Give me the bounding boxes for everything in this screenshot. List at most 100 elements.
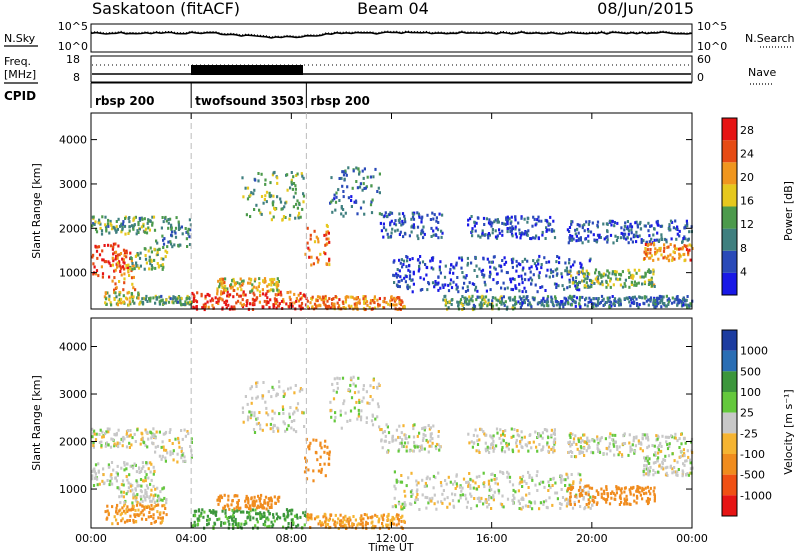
heatmap-cell xyxy=(433,493,436,497)
heatmap-cell xyxy=(294,384,297,387)
heatmap-cell xyxy=(344,514,347,518)
heatmap-cell xyxy=(337,188,340,192)
heatmap-cell xyxy=(517,449,520,453)
heatmap-cell xyxy=(689,258,692,262)
heatmap-cell xyxy=(546,297,549,301)
heatmap-cell xyxy=(290,420,293,423)
heatmap-cell xyxy=(104,510,107,514)
heatmap-cell xyxy=(507,472,510,476)
heatmap-cell xyxy=(587,501,590,505)
heatmap-cell xyxy=(223,493,226,497)
heatmap-cell xyxy=(139,264,142,268)
heatmap-cell xyxy=(218,497,221,501)
heatmap-cell xyxy=(402,235,405,239)
heatmap-cell xyxy=(568,285,571,289)
heatmap-cell xyxy=(468,472,471,475)
heatmap-cell xyxy=(391,518,394,522)
heatmap-cell xyxy=(663,237,666,241)
heatmap-cell xyxy=(121,479,125,483)
heatmap-cell xyxy=(142,494,145,498)
heatmap-cell xyxy=(120,297,123,301)
heatmap-cell xyxy=(645,240,648,244)
heatmap-cell xyxy=(589,495,592,499)
heatmap-cell xyxy=(598,233,601,237)
heatmap-cell xyxy=(579,261,582,265)
heatmap-cell xyxy=(329,525,332,529)
heatmap-cell xyxy=(650,242,653,246)
heatmap-cell xyxy=(636,225,639,229)
heatmap-cell xyxy=(347,295,350,299)
heatmap-cell xyxy=(123,224,127,228)
heatmap-cell xyxy=(346,517,349,521)
heatmap-cell xyxy=(629,492,632,496)
heatmap-cell xyxy=(401,265,404,269)
heatmap-cell xyxy=(572,237,575,241)
heatmap-cell xyxy=(438,212,441,216)
heatmap-cell xyxy=(616,278,619,282)
heatmap-cell xyxy=(581,450,585,454)
heatmap-cell xyxy=(588,285,591,289)
heatmap-cell xyxy=(512,304,515,308)
heatmap-cell xyxy=(164,249,167,253)
heatmap-cell xyxy=(119,513,122,517)
heatmap-cell xyxy=(437,434,440,438)
heatmap-cell xyxy=(522,295,525,299)
heatmap-cell xyxy=(276,195,279,199)
heatmap-cell xyxy=(264,279,267,283)
heatmap-cell xyxy=(118,293,121,297)
heatmap-cell xyxy=(553,428,556,432)
heatmap-cell xyxy=(621,285,625,289)
heatmap-cell xyxy=(326,522,330,526)
heatmap-cell xyxy=(107,463,110,467)
heatmap-cell xyxy=(411,290,414,294)
heatmap-cell xyxy=(156,499,159,503)
heatmap-cell xyxy=(675,473,678,477)
heatmap-cell xyxy=(512,434,515,438)
heatmap-cell xyxy=(569,499,572,503)
heatmap-cell xyxy=(567,441,570,445)
heatmap-cell xyxy=(328,257,331,261)
heatmap-cell xyxy=(536,218,539,222)
heatmap-cell xyxy=(288,509,291,513)
heatmap-cell xyxy=(686,303,689,307)
heatmap-cell xyxy=(201,306,204,310)
heatmap-cell xyxy=(510,215,513,219)
heatmap-cell xyxy=(289,213,292,217)
heatmap-cell xyxy=(152,484,155,488)
heatmap-cell xyxy=(654,451,657,455)
heatmap-cell xyxy=(136,229,139,233)
heatmap-cell xyxy=(391,436,394,440)
heatmap-cell xyxy=(662,295,665,299)
heatmap-cell xyxy=(615,491,618,495)
heatmap-cell xyxy=(465,302,468,306)
heatmap-cell xyxy=(631,240,634,244)
heatmap-cell xyxy=(148,267,151,271)
heatmap-cell xyxy=(687,253,690,257)
heatmap-cell xyxy=(111,482,114,486)
heatmap-cell xyxy=(150,503,153,507)
heatmap-cell xyxy=(540,448,543,452)
heatmap-cell xyxy=(583,454,586,457)
heatmap-cell xyxy=(203,308,206,312)
heatmap-cell xyxy=(344,296,347,300)
heatmap-cell xyxy=(535,234,538,238)
heatmap-cell xyxy=(242,195,245,199)
power-colorbar-swatch xyxy=(722,206,737,229)
heatmap-cell xyxy=(506,230,509,234)
heatmap-cell xyxy=(541,431,544,435)
heatmap-cell xyxy=(514,490,517,494)
heatmap-cell xyxy=(258,277,261,281)
heatmap-cell xyxy=(560,488,563,491)
heatmap-cell xyxy=(546,300,550,304)
heatmap-cell xyxy=(664,454,667,458)
heatmap-cell xyxy=(162,257,165,261)
heatmap-cell xyxy=(643,280,647,284)
heatmap-cell xyxy=(439,260,442,264)
heatmap-cell xyxy=(383,430,386,433)
heatmap-cell xyxy=(528,500,531,504)
heatmap-cell xyxy=(455,263,458,267)
heatmap-cell xyxy=(620,231,623,235)
heatmap-cell xyxy=(144,488,147,492)
velocity-colorbar-swatch xyxy=(722,330,737,351)
heatmap-cell xyxy=(259,514,262,518)
